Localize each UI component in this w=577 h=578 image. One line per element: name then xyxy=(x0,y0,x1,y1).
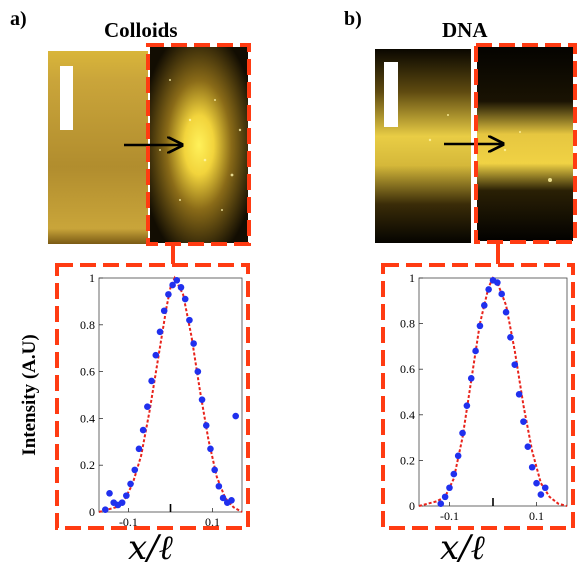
x-axis-label-a: x/ℓ xyxy=(128,528,173,568)
data-point xyxy=(485,286,492,293)
data-point xyxy=(123,492,130,499)
data-point xyxy=(165,291,172,298)
data-point xyxy=(520,418,527,425)
x-axis-label-b: x/ℓ xyxy=(440,528,485,568)
zoom-frame-b-top xyxy=(474,43,577,244)
x-tick-label: -0.1 xyxy=(119,515,138,529)
plot-frame xyxy=(98,277,243,513)
y-tick-label: 0.8 xyxy=(400,317,415,331)
data-point xyxy=(186,316,193,324)
data-point xyxy=(524,443,532,451)
y-tick-label: 0.4 xyxy=(400,408,415,422)
y-tick-label: 0.4 xyxy=(80,411,95,425)
data-point xyxy=(181,295,189,303)
scale-bar-a xyxy=(60,66,73,130)
data-point xyxy=(502,308,510,316)
data-point xyxy=(232,412,239,420)
data-point xyxy=(498,290,506,298)
data-point xyxy=(441,493,449,501)
x-tick-label: -0.1 xyxy=(440,509,459,523)
colloids-micrograph xyxy=(48,47,248,244)
zoom-frame-b-chart xyxy=(381,263,575,530)
zoom-frame-a-chart xyxy=(55,263,250,530)
data-point xyxy=(450,470,458,478)
data-point xyxy=(446,484,453,492)
data-point xyxy=(169,281,176,289)
data-point xyxy=(106,489,113,497)
zoom-frame-a-top xyxy=(146,43,251,246)
data-point xyxy=(463,402,471,409)
x-tick-label: 0.1 xyxy=(205,515,220,529)
data-point xyxy=(215,482,223,490)
y-tick-label: 0.2 xyxy=(400,453,415,467)
data-point xyxy=(173,277,181,284)
y-tick-label: 0.6 xyxy=(80,365,95,379)
y-tick-label: 0.2 xyxy=(80,458,95,472)
data-point xyxy=(207,445,214,453)
panel-a-title: Colloids xyxy=(104,18,178,42)
data-point xyxy=(472,347,479,355)
data-point xyxy=(202,422,210,429)
data-point xyxy=(528,463,536,471)
data-point xyxy=(177,284,185,291)
data-point xyxy=(211,466,218,474)
data-point xyxy=(533,479,540,487)
data-point xyxy=(459,429,466,437)
data-point xyxy=(118,499,126,506)
data-point xyxy=(198,396,206,403)
y-tick-label: 0.8 xyxy=(80,318,95,332)
data-point xyxy=(537,491,545,498)
data-point xyxy=(152,351,160,359)
plot-frame xyxy=(418,277,568,507)
panel-b-title: DNA xyxy=(442,18,488,42)
data-point xyxy=(467,375,475,382)
data-point xyxy=(494,279,501,286)
data-point xyxy=(135,445,143,453)
y-tick-label: 0.6 xyxy=(400,362,415,376)
data-point xyxy=(511,361,519,368)
data-point xyxy=(480,302,488,309)
data-point xyxy=(160,307,168,315)
data-point xyxy=(476,322,484,330)
y-tick-label: 0 xyxy=(89,505,95,519)
data-point xyxy=(144,403,151,411)
intensity-profile-dna: 0 0.2 0.4 0.6 0.8 1 -0.1 0.1 xyxy=(400,271,568,523)
data-point xyxy=(156,328,164,336)
panel-a-letter: a) xyxy=(10,8,27,30)
y-tick-label: 0 xyxy=(409,499,415,513)
data-point xyxy=(190,340,197,347)
scale-bar-b xyxy=(384,62,398,127)
data-point xyxy=(219,494,227,502)
data-point xyxy=(541,484,549,492)
data-point xyxy=(148,377,155,385)
data-point xyxy=(228,497,235,504)
intensity-profile-colloids: 0 0.2 0.4 0.6 0.8 1 -0.1 0.1 xyxy=(80,271,243,529)
data-point xyxy=(131,466,139,474)
data-point xyxy=(194,368,202,375)
panel-b-letter: b) xyxy=(344,8,362,30)
data-point xyxy=(139,426,147,434)
data-point xyxy=(127,480,134,488)
x-tick-label: 0.1 xyxy=(529,509,544,523)
data-point xyxy=(454,452,462,460)
y-tick-label: 1 xyxy=(89,271,95,285)
dna-micrograph xyxy=(375,47,573,243)
data-point xyxy=(102,506,109,513)
data-point xyxy=(437,500,445,508)
y-tick-label: 1 xyxy=(409,271,415,285)
data-point xyxy=(507,333,514,341)
data-point xyxy=(515,390,523,398)
